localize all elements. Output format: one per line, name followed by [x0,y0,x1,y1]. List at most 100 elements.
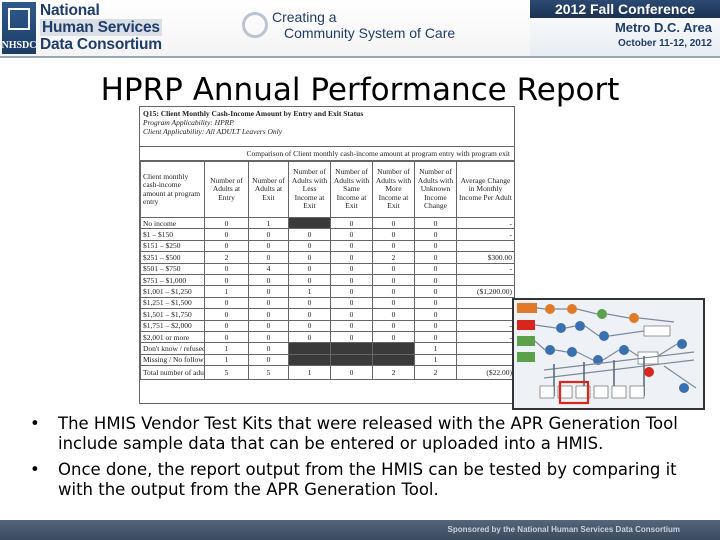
table-cell: 0 [414,251,457,264]
table-cell: 0 [288,296,331,310]
table-cell: 0 [204,296,249,310]
table-cell: 0 [372,262,415,275]
table-cell: 0 [288,239,331,253]
table-cell: 5 [204,365,249,381]
table-cell: $1,501 – $1,750 [140,308,205,321]
table-cell: 0 [330,330,373,344]
table-row: $751 – $1,000 0 0 0 0 0 0 [140,273,514,287]
table-row: $501 – $750 0 4 0 0 0 0- [140,262,514,275]
table-cell: 0 [330,251,373,264]
table-cell: 1 [204,342,249,355]
table-cell: 0 [330,228,373,241]
table-cell: 1 [204,353,249,367]
table-row: $1 – $150 0 0 0 0 0 0- [140,228,514,241]
table-cell [456,308,514,321]
apr-question: Q15: Client Monthly Cash-Income Amount b… [143,109,364,118]
table-cell: - [456,216,514,230]
bullet-dot-icon: • [30,460,40,479]
flowchart-diagram [514,300,703,408]
table-cell: 0 [330,319,373,332]
column-header: Number of Adults with Same Income at Exi… [330,161,373,218]
table-cell: 0 [248,342,289,355]
flow-node [517,352,535,362]
circle-emblem-icon [242,12,268,38]
table-cell: $2,001 or more [140,330,205,344]
table-cell: 0 [288,251,331,264]
table-cell: 0 [288,319,331,332]
table-cell [288,342,331,355]
table-cell: 0 [204,319,249,332]
flow-node [575,321,585,331]
table-cell: 0 [248,251,289,264]
table-cell: $1,001 – $1,250 [140,285,205,298]
table-cell: 0 [414,228,457,241]
table-cell: 0 [330,273,373,287]
table-cell [456,296,514,310]
footer-text: Sponsored by the National Human Services… [447,525,681,534]
table-cell: $1,251 – $1,500 [140,296,205,310]
flow-node [517,336,535,346]
table-cell: 0 [414,319,457,332]
table-cell: $501 – $750 [140,262,205,275]
table-row: $2,001 or more 0 0 0 0 0 0- [140,330,514,344]
logo-text: National Human Services Data Consortium [40,2,182,54]
table-cell: 0 [288,228,331,241]
flow-node [597,309,607,319]
apr-report-table: Q15: Client Monthly Cash-Income Amount b… [139,106,515,404]
table-cell: 0 [204,228,249,241]
conference-city: Metro D.C. Area [614,20,712,35]
table-cell: 0 [248,319,289,332]
bullet-item: • Once done, the report output from the … [30,460,710,500]
table-cell: 0 [288,262,331,275]
table-cell: 0 [204,239,249,253]
table-cell: $151 – $250 [140,239,205,253]
logo-line-1: National [40,2,100,19]
table-row: $1,001 – $1,250 1 0 1 0 0 0 ($1,200.00) [140,285,514,298]
column-header: Number of Adults at Entry [204,161,249,218]
table-cell: 0 [248,308,289,321]
table-cell: 0 [248,296,289,310]
bullet-text: The HMIS Vendor Test Kits that were rele… [58,414,678,453]
table-row: $1,501 – $1,750 0 0 0 0 0 0 [140,308,514,321]
table-cell: 0 [204,262,249,275]
table-cell: 0 [414,262,457,275]
column-header: Average Change in Monthly Income Per Adu… [456,161,514,218]
column-header: Client monthly cash-income amount at pro… [140,161,205,218]
table-cell: 4 [248,262,289,275]
table-cell: ($1,200.00) [456,285,514,298]
table-cell: 0 [204,216,249,230]
table-cell: 0 [414,216,457,230]
bullet-item: • The HMIS Vendor Test Kits that were re… [30,414,710,454]
table-cell: $1 – $150 [140,228,205,241]
table-cell: 0 [288,273,331,287]
conference-date: October 11-12, 2012 [618,38,712,49]
table-cell: 0 [372,296,415,310]
apr-client-applicability: Client Applicability: All ADULT Leavers … [143,127,283,136]
table-cell: 1 [414,342,457,355]
table-cell: $1,751 – $2,000 [140,319,205,332]
table-cell [330,342,373,355]
flow-node [599,331,609,341]
table-cell [372,353,415,367]
table-cell: 0 [414,296,457,310]
table-cell: 2 [204,251,249,264]
slide-footer: Sponsored by the National Human Services… [0,520,720,540]
total-row: Total number of adults 5 5 1 0 2 2 ($22.00) [140,365,514,381]
nhsdc-logo: NHSDC National Human Services Data Conso… [2,2,182,54]
flow-node [593,355,603,365]
flow-node [545,345,555,355]
flow-node [643,325,671,337]
table-cell: 1 [288,285,331,298]
table-cell: $251 – $500 [140,251,205,264]
table-cell: 0 [288,308,331,321]
table-cell [288,216,331,230]
table-cell [330,353,373,367]
table-cell: 5 [248,365,289,381]
table-row: $151 – $250 0 0 0 0 0 0 [140,239,514,253]
apr-caption: Comparison of Client monthly cash-income… [140,146,514,161]
table-cell: Total number of adults [140,365,205,381]
table-cell [456,273,514,287]
table-cell: Don't know / refused [140,342,205,355]
table-row: No income 0 1 0 0 0- [140,216,514,230]
table-cell: 0 [414,285,457,298]
